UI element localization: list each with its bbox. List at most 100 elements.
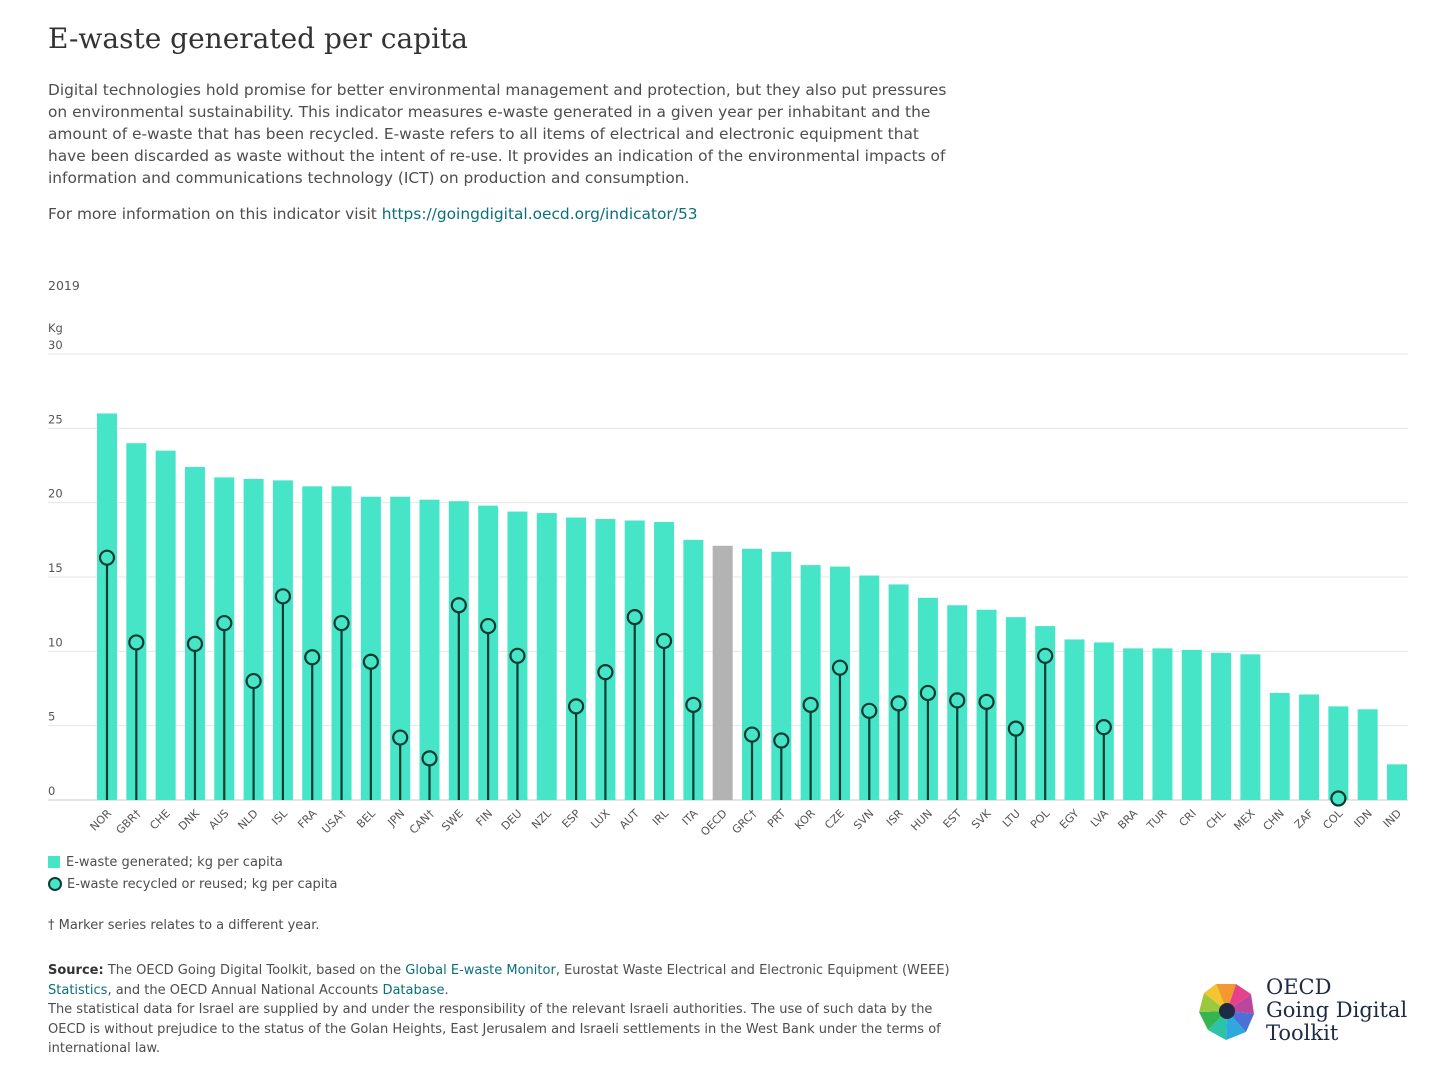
x-tick-label-chl: CHL	[1203, 806, 1228, 831]
marker-aut	[626, 609, 643, 626]
marker-can	[421, 750, 438, 767]
x-tick-label-ltu: LTU	[1000, 807, 1023, 830]
logo-text-line-3: Toolkit	[1266, 1021, 1339, 1045]
x-tick-label-isl: ISL	[269, 806, 290, 827]
marker-nld	[245, 672, 262, 690]
x-tick-label-bra: BRA	[1115, 807, 1140, 832]
marker-fin	[480, 617, 497, 635]
bar-oecd	[712, 545, 733, 800]
x-tick-label-aut: AUT	[617, 807, 642, 832]
y-tick-label-5: 5	[48, 710, 55, 724]
more-info: For more information on this indicator v…	[48, 205, 698, 223]
bar-isr	[888, 584, 909, 800]
more-info-prefix: For more information on this indicator v…	[48, 205, 382, 223]
source-link-statistics[interactable]: Statistics	[48, 982, 108, 998]
marker-ita	[685, 696, 702, 713]
x-tick-label-isr: ISR	[884, 807, 906, 829]
intro-paragraph: Digital technologies hold promise for be…	[48, 81, 947, 187]
marker-aus	[216, 614, 233, 632]
legend-item-generated[interactable]: E-waste generated; kg per capita	[48, 851, 338, 873]
bar-tur	[1152, 648, 1173, 800]
marker-deu	[509, 647, 526, 664]
source-link-global-ewaste-monitor[interactable]: Global E-waste Monitor	[405, 963, 556, 978]
x-tick-label-nor: NOR	[88, 807, 115, 834]
x-tick-label-grc: GRC†	[730, 807, 760, 837]
source-text-1: The OECD Going Digital Toolkit, based on…	[103, 963, 406, 978]
marker-lux	[597, 664, 614, 681]
x-tick-label-lva: LVA	[1088, 807, 1111, 830]
x-tick-label-prt: PRT	[765, 807, 789, 831]
marker-nor	[98, 549, 116, 566]
bar-ita	[683, 539, 704, 800]
y-axis-unit-label: Kg	[48, 321, 63, 335]
x-tick-label-nzl: NZL	[529, 806, 554, 831]
logo-text: OECD Going Digital Toolkit	[1266, 976, 1407, 1045]
legend-marker-circle-icon	[48, 877, 62, 891]
bar-esp	[566, 517, 587, 800]
marker-col	[1330, 790, 1347, 807]
bar-ltu	[1005, 617, 1026, 800]
marker-bel	[362, 653, 379, 670]
bar-chl	[1211, 652, 1232, 800]
logo-text-line-2: Going Digital	[1266, 998, 1408, 1022]
x-tick-label-mex: MEX	[1231, 807, 1257, 833]
x-tick-label-idn: IDN	[1352, 807, 1375, 830]
bar-fra	[302, 486, 323, 800]
bar-jpn	[390, 496, 411, 800]
legend-label-recycled: E-waste recycled or reused; kg per capit…	[67, 876, 338, 892]
marker-ltu	[1007, 720, 1024, 737]
x-tick-label-fin: FIN	[473, 807, 495, 829]
marker-dnk	[186, 635, 204, 652]
indicator-link[interactable]: https://goingdigital.oecd.org/indicator/…	[381, 205, 698, 223]
bar-bel	[360, 496, 381, 800]
source-text-3: , and the OECD Annual National Accounts	[107, 982, 383, 998]
x-tick-label-usa: USA†	[319, 807, 349, 837]
x-tick-label-zaf: ZAF	[1292, 807, 1316, 831]
marker-isr	[890, 695, 907, 712]
y-tick-label-25: 25	[48, 412, 63, 426]
x-tick-label-svk: SVK	[969, 806, 994, 831]
marker-svn	[861, 702, 878, 719]
page-title: E-waste generated per capita	[48, 22, 468, 55]
x-tick-label-col: COL	[1320, 806, 1346, 832]
x-tick-label-irl: IRL	[650, 806, 672, 828]
oecd-logo[interactable]: OECD Going Digital Toolkit	[1196, 976, 1416, 1046]
bar-col	[1328, 706, 1349, 800]
bar-bra	[1123, 648, 1144, 800]
marker-isl	[274, 588, 292, 605]
legend-swatch-bar	[48, 856, 60, 868]
bar-dnk	[184, 466, 205, 800]
x-tick-label-jpn: JPN	[385, 807, 408, 830]
x-tick-label-dnk: DNK	[176, 806, 203, 833]
x-tick-label-cze: CZE	[822, 807, 847, 832]
bar-nld	[243, 478, 264, 800]
x-tick-label-aus: AUS	[206, 807, 231, 832]
legend-item-recycled[interactable]: E-waste recycled or reused; kg per capit…	[48, 873, 338, 895]
marker-kor	[802, 696, 819, 713]
bar-idn	[1357, 709, 1378, 800]
marker-usa	[333, 614, 350, 632]
source-text-2: , Eurostat Waste Electrical and Electron…	[555, 963, 950, 978]
source-text-4: .	[444, 982, 449, 998]
marker-gbr	[128, 634, 145, 651]
x-tick-label-bel: BEL	[354, 806, 378, 830]
x-tick-label-pol: POL	[1028, 806, 1053, 831]
source-link-database[interactable]: Database	[382, 982, 445, 998]
marker-pol	[1037, 647, 1054, 664]
bar-can	[419, 499, 440, 800]
oecd-flower-logo-icon	[1199, 984, 1254, 1040]
x-tick-label-hun: HUN	[908, 807, 935, 834]
x-tick-label-deu: DEU	[499, 807, 525, 833]
y-tick-label-30: 30	[48, 338, 63, 352]
x-tick-label-nld: NLD	[235, 807, 260, 832]
x-tick-label-can: CAN†	[407, 807, 437, 837]
x-tick-label-kor: KOR	[792, 807, 818, 833]
bar-nzl	[536, 513, 557, 800]
x-tick-label-oecd: OECD	[698, 807, 730, 839]
ewaste-bar-chart: Kg 0 5 10 15 20 25 30 NOR GBR† CHE DNK AUS NLD ISL FRA U…	[48, 321, 1408, 839]
legend: E-waste generated; kg per capita E-waste…	[48, 851, 338, 895]
x-tick-label-fra: FRA	[295, 807, 319, 831]
y-tick-label-0: 0	[48, 784, 55, 798]
footnote: † Marker series relates to a different y…	[48, 918, 320, 933]
x-tick-label-che: CHE	[147, 807, 172, 832]
